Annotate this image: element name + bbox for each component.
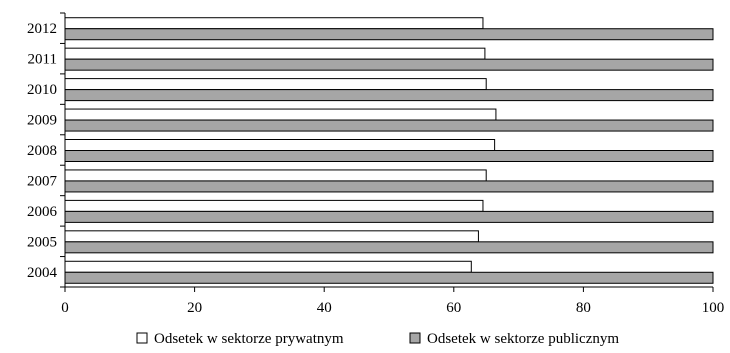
y-tick-label: 2012 [27, 21, 57, 37]
x-tick-label: 60 [446, 300, 461, 316]
bar-public-2005 [64, 241, 714, 254]
y-tick-label: 2006 [27, 204, 58, 220]
legend-label: Odsetek w sektorze publicznym [427, 331, 619, 347]
bar-private-2004 [64, 260, 472, 273]
y-tick-label: 2009 [27, 113, 57, 129]
bar-public-2012 [64, 28, 714, 41]
legend-swatch [409, 332, 421, 344]
x-tick-label: 0 [61, 300, 69, 316]
axes-group: 2012 2011 2010 2009 2008 2007 2006 2005 2004 0 20 4… [27, 12, 725, 316]
x-tick-label: 100 [702, 300, 725, 316]
bar-private-2007 [64, 169, 487, 182]
bar-public-2007 [64, 180, 714, 193]
bar-public-2010 [64, 89, 714, 102]
bar-private-2010 [64, 78, 487, 91]
bar-public-2011 [64, 58, 714, 71]
bar-private-2008 [64, 139, 496, 151]
bar-public-2004 [64, 271, 714, 284]
y-tick-label: 2004 [27, 265, 58, 281]
bar-private-2011 [64, 47, 486, 60]
bar-public-2006 [64, 210, 714, 223]
bar-private-2012 [64, 17, 484, 30]
bar-private-2006 [64, 199, 484, 212]
x-tick-label: 40 [317, 300, 332, 316]
bars-group [64, 17, 714, 284]
y-tick-label: 2008 [27, 143, 57, 159]
bar-private-2005 [64, 230, 479, 243]
y-tick-label: 2005 [27, 234, 57, 250]
legend-swatch [136, 332, 148, 344]
bar-public-2009 [64, 119, 714, 132]
bar-private-2009 [64, 108, 497, 121]
legend: Odsetek w sektorze prywatnym Odsetek w se… [136, 331, 619, 347]
legend-label: Odsetek w sektorze prywatnym [154, 331, 344, 347]
y-tick-label: 2010 [27, 82, 57, 98]
y-tick-label: 2007 [27, 173, 58, 189]
bar-public-2008 [64, 150, 714, 162]
y-tick-label: 2011 [28, 52, 57, 68]
x-tick-label: 20 [187, 300, 202, 316]
x-tick-label: 80 [576, 300, 591, 316]
